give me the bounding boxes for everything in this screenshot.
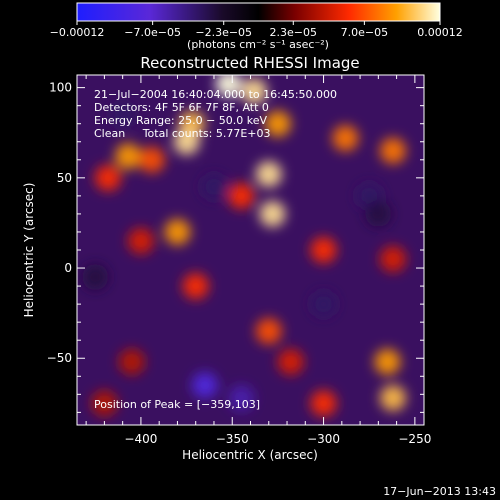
- emission-source-14: [379, 137, 406, 164]
- emission-source-15: [310, 237, 337, 263]
- emission-source-9: [95, 164, 122, 191]
- annotation-energy-range: Energy Range: 25.0 − 50.0 keV: [94, 114, 268, 127]
- emission-source-31: [82, 264, 109, 291]
- emission-source-28: [200, 173, 227, 200]
- emission-map: [82, 75, 406, 417]
- emission-source-13: [332, 125, 359, 152]
- colorbar-tick-label-4: 7.0e−05: [341, 26, 388, 39]
- annotation-total-counts: Clean Total counts: 5.77E+03: [94, 127, 271, 140]
- y-axis-label: Heliocentric Y (arcsec): [22, 183, 36, 318]
- emission-source-5: [255, 161, 282, 188]
- emission-source-12: [127, 227, 154, 254]
- chart-title: Reconstructed RHESSI Image: [140, 54, 359, 72]
- annotation-time-range: 21−Jul−2004 16:40:04.000 to 16:45:50.000: [94, 88, 337, 101]
- emission-source-4: [264, 110, 291, 137]
- emission-source-8: [138, 146, 165, 173]
- emission-source-23: [310, 390, 337, 417]
- x-tick-label-0: −400: [124, 432, 157, 446]
- annotation-detectors: Detectors: 4F 5F 6F 7F 8F, Att 0: [94, 101, 269, 114]
- footer-timestamp: 17−Jun−2013 13:43: [383, 485, 496, 498]
- emission-source-20: [118, 348, 145, 375]
- y-tick-label-0: −50: [47, 351, 72, 365]
- emission-source-1: [241, 78, 268, 105]
- emission-source-11: [228, 182, 255, 209]
- colorbar-tick-label-5: 0.00012: [417, 26, 463, 39]
- emission-source-0: [215, 75, 242, 98]
- colorbar: [76, 2, 441, 22]
- x-tick-label-2: −300: [307, 432, 340, 446]
- y-tick-label-3: 100: [49, 81, 72, 95]
- emission-source-17: [182, 273, 209, 300]
- colorbar-tick-labels: −0.00012 −7.0e−05 −2.3e−05 2.3e−05 7.0e−05 0.…: [50, 26, 463, 39]
- emission-source-6: [259, 200, 286, 227]
- colorbar-tick-label-1: −7.0e−05: [124, 26, 181, 39]
- colorbar-units: (photons cm⁻² s⁻¹ asec⁻²): [187, 38, 329, 51]
- emission-source-19: [277, 348, 304, 375]
- emission-source-7: [115, 143, 142, 170]
- colorbar-tick-label-3: 2.3e−05: [270, 26, 317, 39]
- x-tick-label-1: −350: [216, 432, 249, 446]
- x-tick-label-3: −250: [398, 432, 431, 446]
- emission-source-18: [255, 318, 282, 345]
- emission-source-16: [379, 246, 406, 273]
- colorbar-tick-label-0: −0.00012: [50, 26, 105, 39]
- emission-source-25: [191, 372, 218, 399]
- emission-source-21: [374, 348, 401, 375]
- x-axis-label: Heliocentric X (arcsec): [182, 448, 318, 462]
- colorbar-tick-label-2: −2.3e−05: [195, 26, 252, 39]
- emission-source-3: [173, 128, 200, 155]
- colorbar-ticks: [76, 21, 441, 25]
- peak-position-label: Position of Peak = [−359,103]: [94, 398, 260, 411]
- emission-source-24: [91, 390, 118, 417]
- y-axis-ticks: −50 0 50 100: [47, 81, 424, 413]
- emission-source-32: [365, 200, 392, 227]
- x-axis-ticks: −400 −350 −300 −250: [85, 75, 431, 446]
- plot-area: [77, 75, 424, 425]
- emission-source-27: [109, 101, 136, 128]
- y-tick-label-1: 0: [64, 261, 72, 275]
- emission-source-22: [379, 384, 406, 411]
- y-tick-label-2: 50: [57, 171, 72, 185]
- emission-source-10: [164, 218, 191, 245]
- emission-source-26: [228, 384, 255, 411]
- emission-source-30: [310, 291, 337, 318]
